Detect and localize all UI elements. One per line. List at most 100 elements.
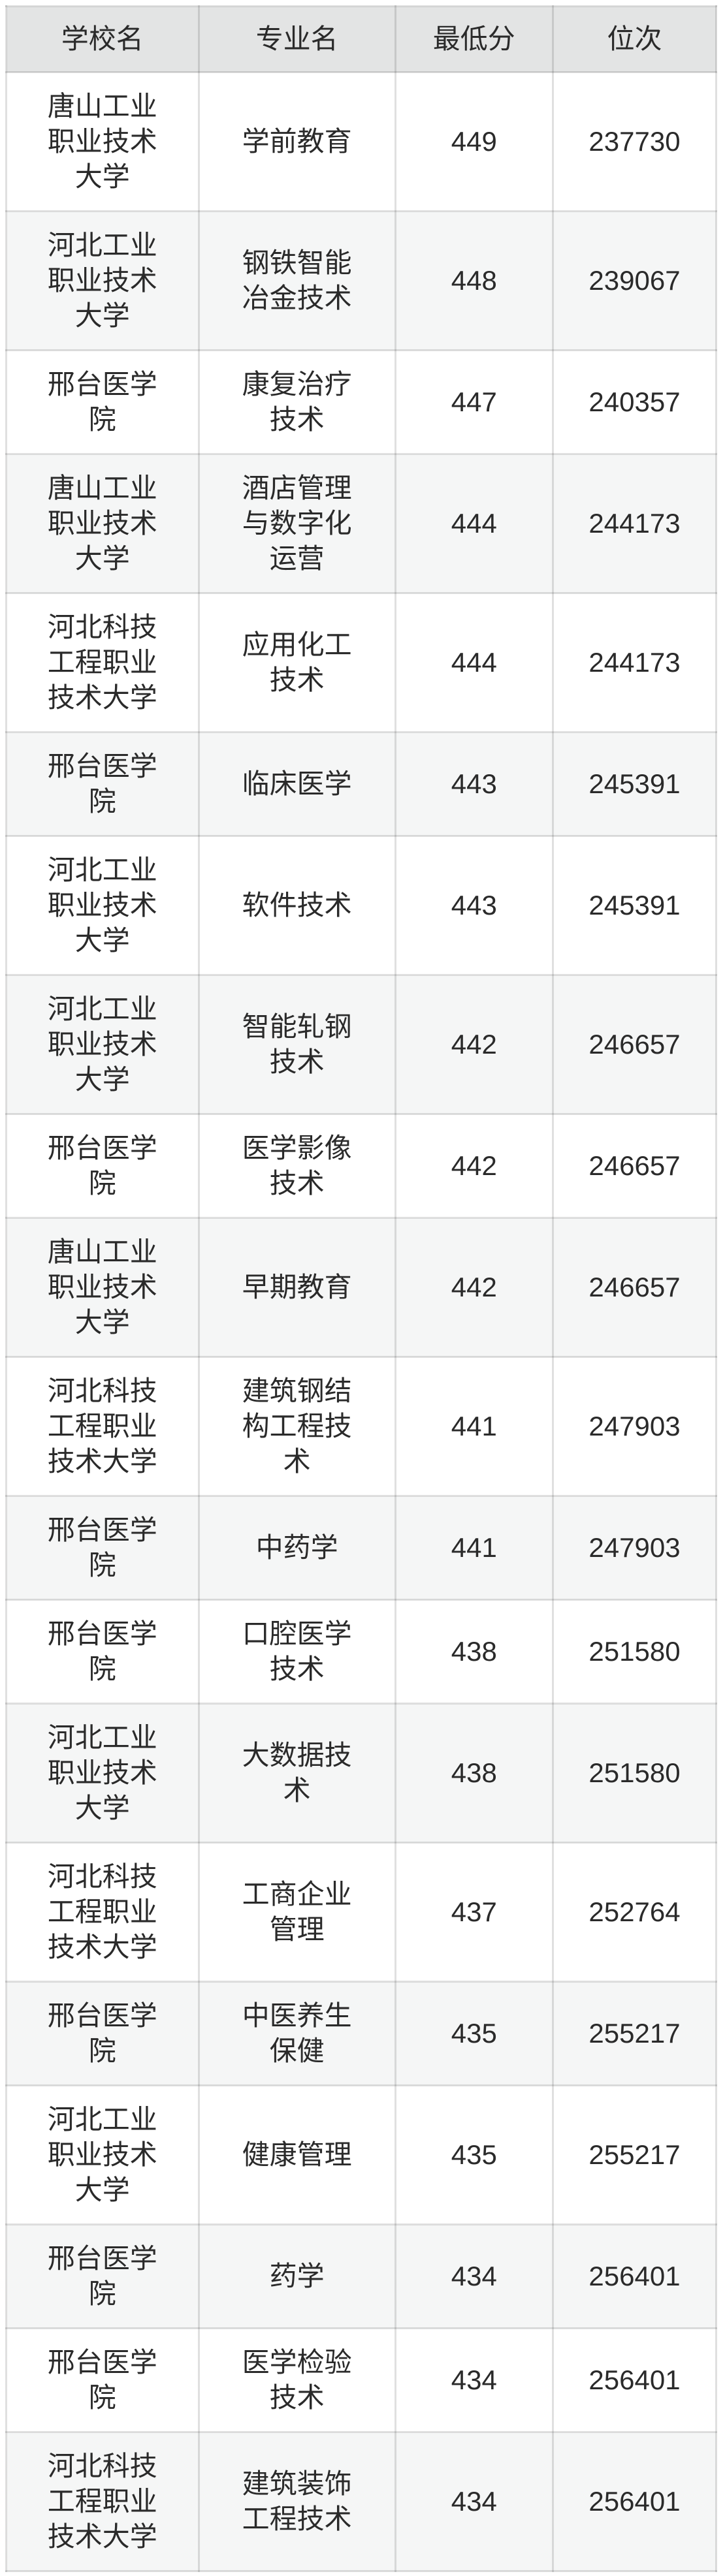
- score-cell: 441: [394, 1356, 554, 1497]
- table-row: 邢台医学院 中药学 441 247903: [5, 1495, 718, 1601]
- school-cell: 河北科技工程职业技术大学: [5, 1842, 200, 1983]
- table-row: 河北工业职业技术大学 钢铁智能冶金技术 448 239067: [5, 210, 718, 351]
- score-cell: 437: [394, 1842, 554, 1983]
- school-cell: 河北工业职业技术大学: [5, 835, 200, 976]
- table-row: 河北工业职业技术大学 健康管理 435 255217: [5, 2084, 718, 2225]
- major-cell: 建筑装饰工程技术: [197, 2431, 396, 2572]
- header-school: 学校名: [5, 5, 200, 73]
- school-cell: 河北科技工程职业技术大学: [5, 1356, 200, 1497]
- school-cell: 邢台医学院: [5, 731, 200, 837]
- major-cell: 钢铁智能冶金技术: [197, 210, 396, 351]
- score-cell: 443: [394, 835, 554, 976]
- major-cell: 智能轧钢技术: [197, 974, 396, 1115]
- major-cell: 医学影像技术: [197, 1113, 396, 1219]
- header-row: 学校名 专业名 最低分 位次: [5, 5, 718, 73]
- major-cell: 中医养生保健: [197, 1981, 396, 2086]
- major-cell: 口腔医学技术: [197, 1599, 396, 1704]
- rank-cell: 247903: [551, 1356, 718, 1497]
- score-cell: 434: [394, 2327, 554, 2433]
- rank-cell: 255217: [551, 1981, 718, 2086]
- major-cell: 临床医学: [197, 731, 396, 837]
- school-cell: 邢台医学院: [5, 2223, 200, 2329]
- score-cell: 442: [394, 974, 554, 1115]
- score-cell: 435: [394, 2084, 554, 2225]
- rank-cell: 256401: [551, 2327, 718, 2433]
- major-cell: 应用化工技术: [197, 592, 396, 733]
- school-cell: 唐山工业职业技术大学: [5, 1217, 200, 1358]
- school-cell: 邢台医学院: [5, 1599, 200, 1704]
- school-cell: 邢台医学院: [5, 1495, 200, 1601]
- school-cell: 邢台医学院: [5, 1113, 200, 1219]
- rank-cell: 245391: [551, 835, 718, 976]
- school-cell: 河北科技工程职业技术大学: [5, 2431, 200, 2572]
- score-cell: 448: [394, 210, 554, 351]
- major-cell: 酒店管理与数字化运营: [197, 453, 396, 594]
- school-cell: 唐山工业职业技术大学: [5, 71, 200, 212]
- table-row: 邢台医学院 中医养生保健 435 255217: [5, 1981, 718, 2086]
- major-cell: 学前教育: [197, 71, 396, 212]
- rank-cell: 244173: [551, 453, 718, 594]
- score-cell: 434: [394, 2223, 554, 2329]
- table-row: 邢台医学院 药学 434 256401: [5, 2223, 718, 2329]
- major-cell: 建筑钢结构工程技术: [197, 1356, 396, 1497]
- table-row: 邢台医学院 医学影像技术 442 246657: [5, 1113, 718, 1219]
- table-row: 邢台医学院 口腔医学技术 438 251580: [5, 1599, 718, 1704]
- table-row: 唐山工业职业技术大学 学前教育 449 237730: [5, 71, 718, 212]
- score-cell: 442: [394, 1217, 554, 1358]
- school-cell: 河北工业职业技术大学: [5, 210, 200, 351]
- school-cell: 唐山工业职业技术大学: [5, 453, 200, 594]
- header-rank: 位次: [551, 5, 718, 73]
- table-row: 河北科技工程职业技术大学 应用化工技术 444 244173: [5, 592, 718, 733]
- table-row: 河北工业职业技术大学 软件技术 443 245391: [5, 835, 718, 976]
- table-header: 学校名 专业名 最低分 位次: [5, 5, 718, 73]
- table-row: 河北科技工程职业技术大学 建筑装饰工程技术 434 256401: [5, 2431, 718, 2572]
- admission-score-table: 学校名 专业名 最低分 位次 唐山工业职业技术大学 学前教育 449 237730 河北…: [5, 5, 718, 2572]
- score-cell: 441: [394, 1495, 554, 1601]
- score-cell: 444: [394, 453, 554, 594]
- header-score: 最低分: [394, 5, 554, 73]
- rank-cell: 252764: [551, 1842, 718, 1983]
- major-cell: 中药学: [197, 1495, 396, 1601]
- major-cell: 软件技术: [197, 835, 396, 976]
- score-cell: 434: [394, 2431, 554, 2572]
- score-cell: 443: [394, 731, 554, 837]
- table-row: 邢台医学院 康复治疗技术 447 240357: [5, 349, 718, 455]
- rank-cell: 237730: [551, 71, 718, 212]
- table-row: 河北工业职业技术大学 大数据技术 438 251580: [5, 1703, 718, 1844]
- school-cell: 河北工业职业技术大学: [5, 2084, 200, 2225]
- school-cell: 邢台医学院: [5, 1981, 200, 2086]
- rank-cell: 256401: [551, 2223, 718, 2329]
- table-row: 邢台医学院 临床医学 443 245391: [5, 731, 718, 837]
- table-row: 邢台医学院 医学检验技术 434 256401: [5, 2327, 718, 2433]
- table-row: 唐山工业职业技术大学 酒店管理与数字化运营 444 244173: [5, 453, 718, 594]
- major-cell: 早期教育: [197, 1217, 396, 1358]
- school-cell: 河北工业职业技术大学: [5, 974, 200, 1115]
- rank-cell: 256401: [551, 2431, 718, 2572]
- rank-cell: 251580: [551, 1703, 718, 1844]
- major-cell: 药学: [197, 2223, 396, 2329]
- school-cell: 邢台医学院: [5, 349, 200, 455]
- school-cell: 河北科技工程职业技术大学: [5, 592, 200, 733]
- table-row: 河北工业职业技术大学 智能轧钢技术 442 246657: [5, 974, 718, 1115]
- score-cell: 442: [394, 1113, 554, 1219]
- major-cell: 医学检验技术: [197, 2327, 396, 2433]
- score-cell: 444: [394, 592, 554, 733]
- table-row: 河北科技工程职业技术大学 工商企业管理 437 252764: [5, 1842, 718, 1983]
- score-cell: 449: [394, 71, 554, 212]
- rank-cell: 255217: [551, 2084, 718, 2225]
- rank-cell: 246657: [551, 974, 718, 1115]
- major-cell: 大数据技术: [197, 1703, 396, 1844]
- major-cell: 健康管理: [197, 2084, 396, 2225]
- rank-cell: 239067: [551, 210, 718, 351]
- score-cell: 447: [394, 349, 554, 455]
- major-cell: 工商企业管理: [197, 1842, 396, 1983]
- school-cell: 邢台医学院: [5, 2327, 200, 2433]
- rank-cell: 240357: [551, 349, 718, 455]
- table-body: 唐山工业职业技术大学 学前教育 449 237730 河北工业职业技术大学 钢铁智能冶金技…: [5, 71, 718, 2572]
- rank-cell: 251580: [551, 1599, 718, 1704]
- table-row: 唐山工业职业技术大学 早期教育 442 246657: [5, 1217, 718, 1358]
- score-cell: 438: [394, 1599, 554, 1704]
- header-major: 专业名: [197, 5, 396, 73]
